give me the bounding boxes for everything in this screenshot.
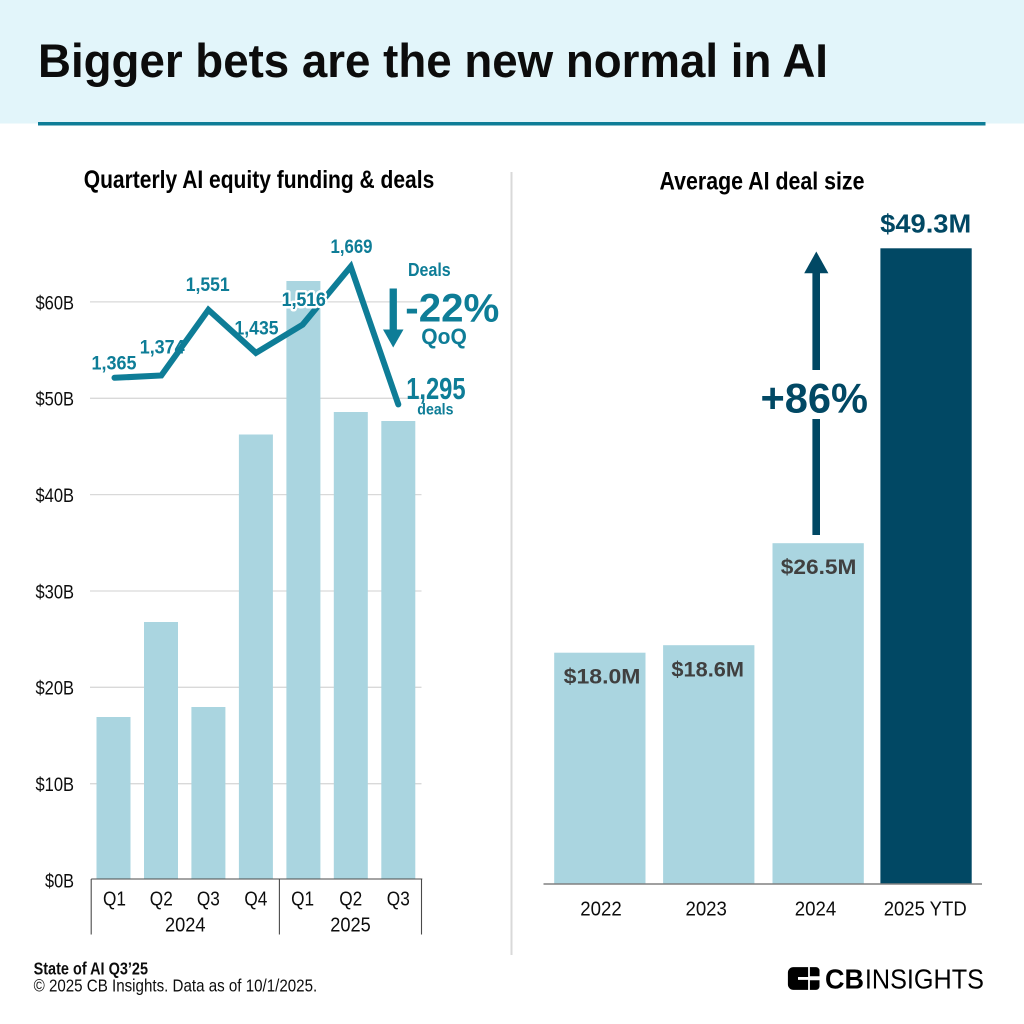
svg-text:1,516: 1,516 — [282, 290, 326, 311]
svg-text:+86%: +86% — [760, 375, 868, 422]
svg-text:Q2: Q2 — [339, 889, 362, 911]
svg-text:deals: deals — [417, 402, 453, 419]
svg-text:2025 YTD: 2025 YTD — [884, 898, 967, 921]
svg-text:Q1: Q1 — [103, 889, 126, 911]
svg-text:Q1: Q1 — [291, 889, 314, 911]
svg-text:2025: 2025 — [330, 915, 371, 937]
svg-text:CB: CB — [825, 963, 864, 994]
svg-text:$40B: $40B — [36, 486, 75, 507]
svg-text:2024: 2024 — [795, 898, 837, 921]
svg-text:$0B: $0B — [45, 871, 74, 892]
svg-text:-22%: -22% — [405, 287, 499, 331]
svg-text:2023: 2023 — [685, 898, 727, 921]
svg-text:$18.0M: $18.0M — [564, 665, 641, 689]
svg-text:Average AI deal size: Average AI deal size — [660, 167, 865, 195]
svg-text:Q3: Q3 — [197, 889, 220, 911]
svg-text:$26.5M: $26.5M — [781, 555, 857, 579]
svg-text:$18.6M: $18.6M — [671, 657, 744, 681]
svg-text:1,374: 1,374 — [140, 338, 185, 359]
svg-text:Deals: Deals — [408, 260, 451, 280]
svg-text:INSIGHTS: INSIGHTS — [865, 963, 984, 994]
svg-text:Q2: Q2 — [150, 889, 173, 911]
svg-text:$10B: $10B — [36, 775, 75, 796]
svg-text:1,551: 1,551 — [186, 275, 230, 296]
svg-text:Q4: Q4 — [244, 889, 267, 911]
svg-text:Quarterly AI equity funding &: Quarterly AI equity funding & deals — [84, 166, 435, 194]
svg-text:$50B: $50B — [36, 390, 75, 411]
svg-text:Q3: Q3 — [387, 889, 410, 911]
svg-text:1,516: 1,516 — [282, 290, 326, 311]
svg-text:$30B: $30B — [36, 582, 75, 603]
svg-text:Bigger bets are the new normal: Bigger bets are the new normal in AI — [38, 34, 828, 87]
svg-text:$49.3M: $49.3M — [880, 208, 971, 238]
svg-text:1,669: 1,669 — [331, 237, 373, 258]
svg-text:$60B: $60B — [36, 293, 75, 314]
svg-text:State of AI Q3’25: State of AI Q3’25 — [34, 959, 149, 979]
svg-text:2022: 2022 — [580, 898, 622, 921]
svg-text:1,295: 1,295 — [406, 371, 465, 406]
svg-text:$20B: $20B — [36, 679, 75, 700]
svg-text:QoQ: QoQ — [421, 324, 467, 349]
svg-text:© 2025 CB Insights. Data as of: © 2025 CB Insights. Data as of 10/1/2025… — [34, 976, 318, 996]
svg-text:1,365: 1,365 — [92, 354, 137, 375]
svg-text:2024: 2024 — [165, 915, 206, 937]
svg-text:1,435: 1,435 — [235, 319, 279, 340]
